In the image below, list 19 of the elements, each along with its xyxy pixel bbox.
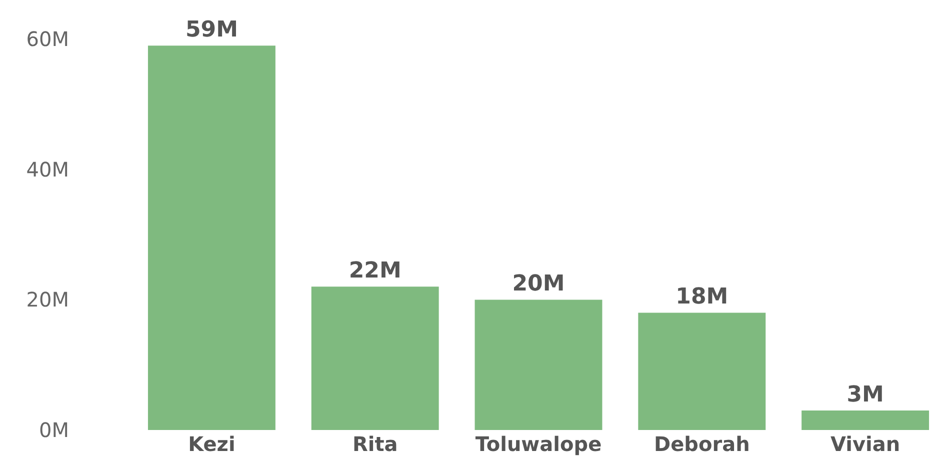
data-label: 20M [512, 272, 565, 297]
bar [474, 300, 602, 430]
x-tick-label: Vivian [830, 432, 900, 456]
y-tick-label: 60M [26, 27, 69, 52]
x-tick-label: Rita [352, 432, 398, 456]
data-label: 22M [348, 258, 402, 284]
bar [802, 410, 930, 430]
bar [148, 46, 276, 430]
y-tick-label: 0M [39, 418, 69, 442]
data-label: 3M [846, 382, 884, 408]
x-tick-label: Toluwalope [475, 432, 602, 456]
y-tick-label: 40M [26, 157, 69, 182]
bar [638, 312, 766, 430]
data-label: 59M [185, 18, 238, 43]
data-label: 18M [676, 284, 728, 310]
x-tick-label: Kezi [188, 432, 236, 456]
y-tick-label: 20M [26, 288, 69, 312]
x-tick-label: Deborah [654, 432, 750, 456]
bar [311, 286, 439, 430]
